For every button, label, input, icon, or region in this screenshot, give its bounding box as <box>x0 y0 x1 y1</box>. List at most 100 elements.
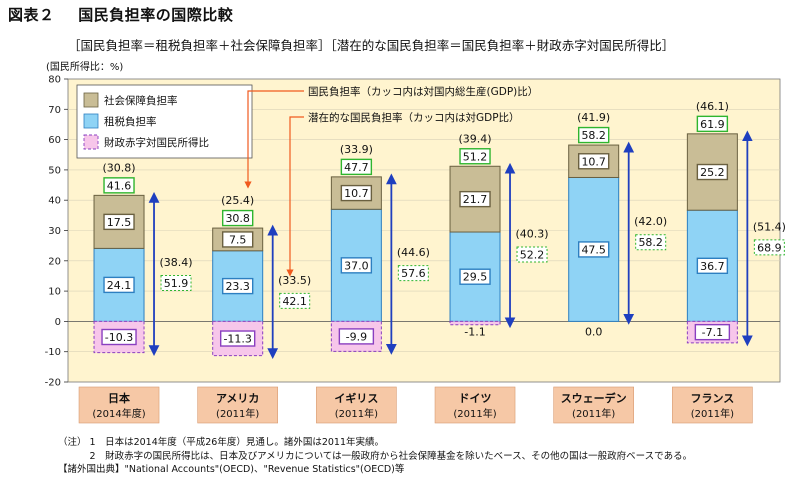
label-national-burden: 41.6 <box>107 179 132 192</box>
label-deficit: -9.9 <box>346 330 367 343</box>
label-potential-burden-gdp: (40.3) <box>515 227 548 240</box>
label-tax-box <box>221 277 254 295</box>
category-label: スウェーデン <box>561 391 627 405</box>
figure-title-text: 国民負担率の国際比較 <box>78 6 234 24</box>
label-national-burden-gdp: (33.9) <box>340 143 373 156</box>
label-national-burden-box <box>103 177 135 194</box>
y-axis-unit-label: (国民所得比：%) <box>46 62 124 73</box>
label-national-burden-box <box>221 209 254 227</box>
label-deficit-box <box>219 330 256 347</box>
label-potential-burden-box <box>516 246 548 263</box>
legend-swatch-deficit <box>83 134 99 150</box>
label-potential-burden-box <box>397 265 429 282</box>
category-box <box>672 386 753 424</box>
category-sublabel: (2011年) <box>691 407 734 420</box>
y-tick-label: 0 <box>55 317 61 328</box>
label-social: 7.5 <box>229 233 247 246</box>
label-social: 10.7 <box>344 187 369 200</box>
label-potential-burden: 57.6 <box>401 267 426 280</box>
chart-svg: -20 -10 0 10 20 30 40 50 60 70 80 24.1 17.5 -10.3 41.… <box>45 75 786 424</box>
label-tax: 47.5 <box>581 243 606 256</box>
category-label: 日本 <box>108 391 130 405</box>
label-social-box <box>459 190 491 208</box>
y-tick-label: 80 <box>48 75 61 86</box>
category-box <box>553 386 634 424</box>
category-sublabel: (2011年) <box>216 407 259 420</box>
label-potential-burden-gdp: (42.0) <box>634 215 667 228</box>
legend-swatch-social <box>83 92 99 108</box>
legend: 社会保障負担率 租税負担率 財政赤字対国民所得比 <box>76 84 253 159</box>
label-potential-burden-gdp: (51.4) <box>753 220 786 233</box>
category-sublabel: (2011年) <box>453 407 496 420</box>
label-tax: 36.7 <box>700 260 725 273</box>
figure-title: 図表２ 国民負担率の国際比較 <box>8 4 251 25</box>
label-tax: 29.5 <box>463 271 488 284</box>
label-deficit-box <box>101 328 137 346</box>
label-social: 10.7 <box>581 155 606 168</box>
y-tick-label: 30 <box>48 226 61 237</box>
label-potential-burden: 52.2 <box>520 248 545 261</box>
label-deficit: -11.3 <box>223 333 251 346</box>
label-national-burden-gdp: (39.4) <box>458 132 491 145</box>
label-potential-burden-box <box>753 239 785 256</box>
label-potential-burden-gdp: (33.5) <box>278 274 311 287</box>
bar-deficit <box>449 320 501 326</box>
y-tick-label: 20 <box>48 256 61 267</box>
y-tick-label: -10 <box>45 347 61 358</box>
gridlines <box>68 109 780 353</box>
label-tax-box <box>696 257 729 274</box>
category-label: フランス <box>690 392 734 405</box>
annotation-potential-burden: 潜在的な国民負担率（カッコ内は対GDP比） <box>308 111 520 124</box>
note-source: 【諸外国出典】"National Accounts"(OECD)、"Revenu… <box>58 464 405 475</box>
label-deficit-box <box>338 328 375 345</box>
y-tick-label: 40 <box>48 196 61 207</box>
label-national-burden-box <box>577 126 610 144</box>
label-deficit: -7.1 <box>702 326 723 339</box>
label-national-burden: 58.2 <box>581 129 606 142</box>
note-1: （注） 1 日本は2014年度（平成26年度）見通し。諸外国は2011年実績。 <box>58 437 385 448</box>
label-national-burden-box <box>696 115 729 133</box>
label-tax-box <box>340 257 373 274</box>
label-deficit: -10.3 <box>105 331 133 344</box>
potential-burden-arrows <box>148 130 753 360</box>
label-national-burden: 61.9 <box>700 118 725 131</box>
label-national-burden-gdp: (41.9) <box>577 111 610 124</box>
category-label: アメリカ <box>216 392 259 405</box>
label-tax-box <box>459 268 491 285</box>
label-national-burden-box <box>459 148 491 165</box>
y-axis-ticks: -20 -10 0 10 20 30 40 50 60 70 80 <box>45 75 68 389</box>
label-deficit-box <box>694 323 731 341</box>
label-tax-box <box>577 241 610 258</box>
label-social-box <box>340 184 373 202</box>
y-tick-label: -20 <box>45 378 61 389</box>
category-labels: 日本 (2014年度) アメリカ (2011年) イギリス (2011年) ドイツ (2011… <box>78 386 753 424</box>
legend-swatch-tax <box>83 113 99 129</box>
label-potential-burden-box <box>160 274 192 291</box>
chart-subtitle: ［国民負担率＝租税負担率＋社会保障負担率］［潜在的な国民負担率＝国民負担率＋財政… <box>68 38 675 53</box>
label-potential-burden-box <box>635 234 667 251</box>
category-box <box>316 386 397 424</box>
label-tax: 23.3 <box>225 280 250 293</box>
label-tax: 24.1 <box>107 279 132 292</box>
label-deficit: -1.1 <box>464 325 485 338</box>
category-sublabel: (2011年) <box>572 407 615 420</box>
label-social-box <box>577 153 610 170</box>
legend-box <box>76 84 253 159</box>
label-potential-burden-gdp: (38.4) <box>159 256 192 269</box>
label-social-box <box>103 213 135 231</box>
label-potential-burden: 51.9 <box>164 277 189 290</box>
label-national-burden: 30.8 <box>225 212 250 225</box>
annotation-national-burden: 国民負担率（カッコ内は対国内総生産(GDP)比） <box>308 85 538 98</box>
y-tick-label: 10 <box>48 287 61 298</box>
label-potential-burden-box <box>279 292 311 309</box>
legend-label-tax: 租税負担率 <box>104 115 157 128</box>
label-tax: 37.0 <box>344 259 369 272</box>
label-tax-box <box>103 276 135 294</box>
legend-label-deficit: 財政赤字対国民所得比 <box>104 136 209 149</box>
label-national-burden-gdp: (25.4) <box>221 194 254 207</box>
label-national-burden-box <box>340 158 373 176</box>
label-potential-burden: 58.2 <box>638 236 663 249</box>
y-tick-label: 70 <box>48 105 61 116</box>
label-potential-burden: 42.1 <box>282 295 307 308</box>
label-potential-burden: 68.9 <box>757 241 782 254</box>
